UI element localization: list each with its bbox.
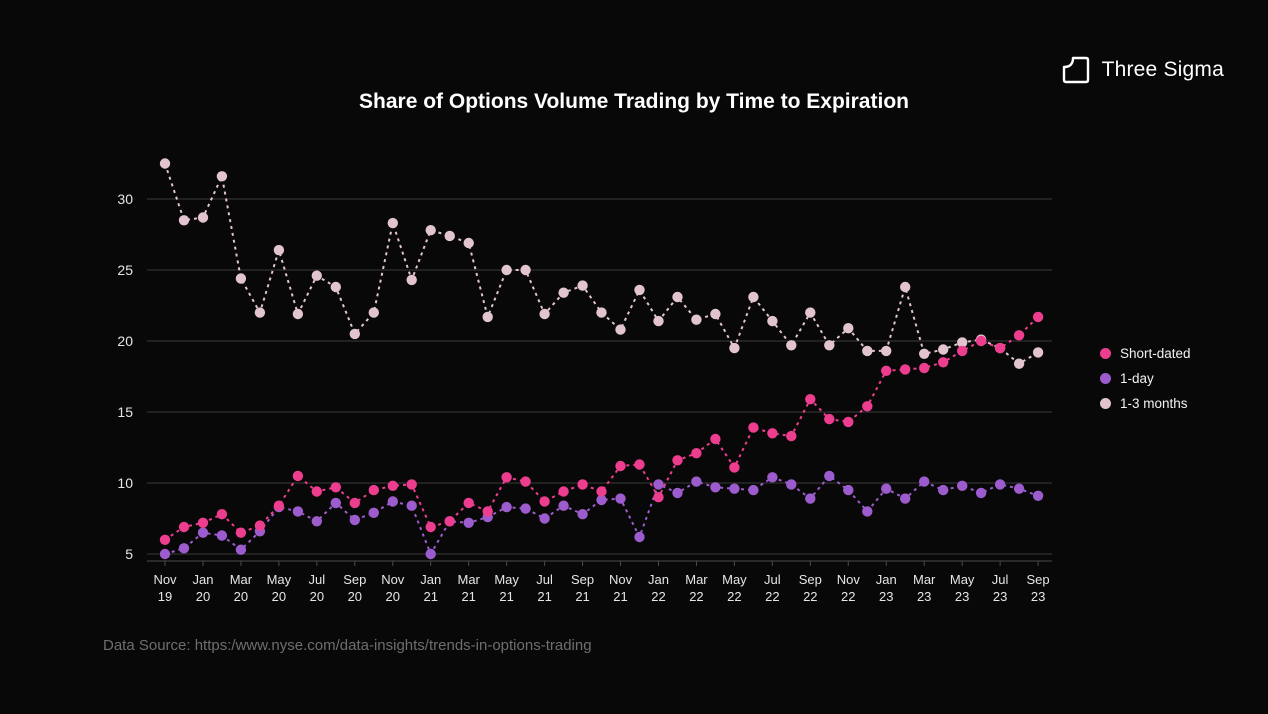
chart-legend: Short-dated 1-day 1-3 months	[1100, 346, 1191, 411]
svg-text:21: 21	[499, 589, 513, 604]
svg-text:20: 20	[272, 589, 286, 604]
svg-text:30: 30	[117, 191, 133, 207]
svg-text:May: May	[950, 572, 975, 587]
svg-text:5: 5	[125, 546, 133, 562]
legend-dot-1-day	[1100, 373, 1111, 384]
svg-text:Jan: Jan	[876, 572, 897, 587]
svg-text:22: 22	[689, 589, 703, 604]
svg-text:20: 20	[348, 589, 362, 604]
svg-text:Sep: Sep	[1027, 572, 1050, 587]
svg-text:Mar: Mar	[913, 572, 936, 587]
svg-text:20: 20	[117, 333, 133, 349]
svg-text:20: 20	[234, 589, 248, 604]
svg-text:21: 21	[461, 589, 475, 604]
svg-text:Sep: Sep	[799, 572, 822, 587]
svg-text:21: 21	[575, 589, 589, 604]
svg-text:Nov: Nov	[381, 572, 405, 587]
svg-text:Jul: Jul	[536, 572, 553, 587]
svg-text:Mar: Mar	[230, 572, 253, 587]
svg-text:20: 20	[386, 589, 400, 604]
legend-dot-1-3-months	[1100, 398, 1111, 409]
chart-title: Share of Options Volume Trading by Time …	[359, 90, 909, 113]
legend-item-1-3-months: 1-3 months	[1100, 396, 1191, 411]
legend-dot-short-dated	[1100, 348, 1111, 359]
svg-text:23: 23	[993, 589, 1007, 604]
svg-text:Jan: Jan	[192, 572, 213, 587]
svg-text:May: May	[267, 572, 292, 587]
svg-text:Sep: Sep	[571, 572, 594, 587]
svg-text:22: 22	[651, 589, 665, 604]
svg-text:Mar: Mar	[685, 572, 708, 587]
legend-label-1-day: 1-day	[1120, 371, 1154, 386]
svg-text:21: 21	[423, 589, 437, 604]
svg-text:19: 19	[158, 589, 172, 604]
svg-text:Sep: Sep	[343, 572, 366, 587]
data-source-caption: Data Source: https:/www.nyse.com/data-in…	[103, 637, 592, 654]
svg-text:25: 25	[117, 262, 133, 278]
svg-text:23: 23	[1031, 589, 1045, 604]
svg-text:Jan: Jan	[420, 572, 441, 587]
svg-text:22: 22	[765, 589, 779, 604]
svg-text:22: 22	[841, 589, 855, 604]
three-sigma-logo-icon	[1060, 54, 1092, 86]
svg-text:Mar: Mar	[457, 572, 480, 587]
svg-text:Nov: Nov	[153, 572, 177, 587]
legend-label-1-3-months: 1-3 months	[1120, 396, 1188, 411]
svg-text:Jul: Jul	[764, 572, 781, 587]
svg-text:Jul: Jul	[992, 572, 1009, 587]
svg-text:23: 23	[879, 589, 893, 604]
svg-text:Nov: Nov	[837, 572, 861, 587]
three-sigma-logo-text: Three Sigma	[1101, 58, 1224, 81]
svg-text:23: 23	[955, 589, 969, 604]
options-volume-line-chart: 5 10 15 20 25 30 Nov 19 Jan 20 Mar 20 May 20 Jul 20 Sep 2…	[117, 158, 1052, 604]
legend-label-short-dated: Short-dated	[1120, 346, 1191, 361]
three-sigma-logo: Three Sigma	[1060, 54, 1224, 86]
svg-text:10: 10	[117, 475, 133, 491]
svg-text:22: 22	[727, 589, 741, 604]
legend-item-short-dated: Short-dated	[1100, 346, 1191, 361]
svg-text:22: 22	[803, 589, 817, 604]
svg-text:Jul: Jul	[309, 572, 326, 587]
svg-text:May: May	[722, 572, 747, 587]
svg-text:20: 20	[196, 589, 210, 604]
svg-text:23: 23	[917, 589, 931, 604]
svg-text:May: May	[494, 572, 519, 587]
svg-text:21: 21	[537, 589, 551, 604]
svg-text:Nov: Nov	[609, 572, 633, 587]
svg-text:21: 21	[613, 589, 627, 604]
legend-item-1-day: 1-day	[1100, 371, 1191, 386]
svg-text:20: 20	[310, 589, 324, 604]
svg-text:15: 15	[117, 404, 133, 420]
svg-text:Jan: Jan	[648, 572, 669, 587]
